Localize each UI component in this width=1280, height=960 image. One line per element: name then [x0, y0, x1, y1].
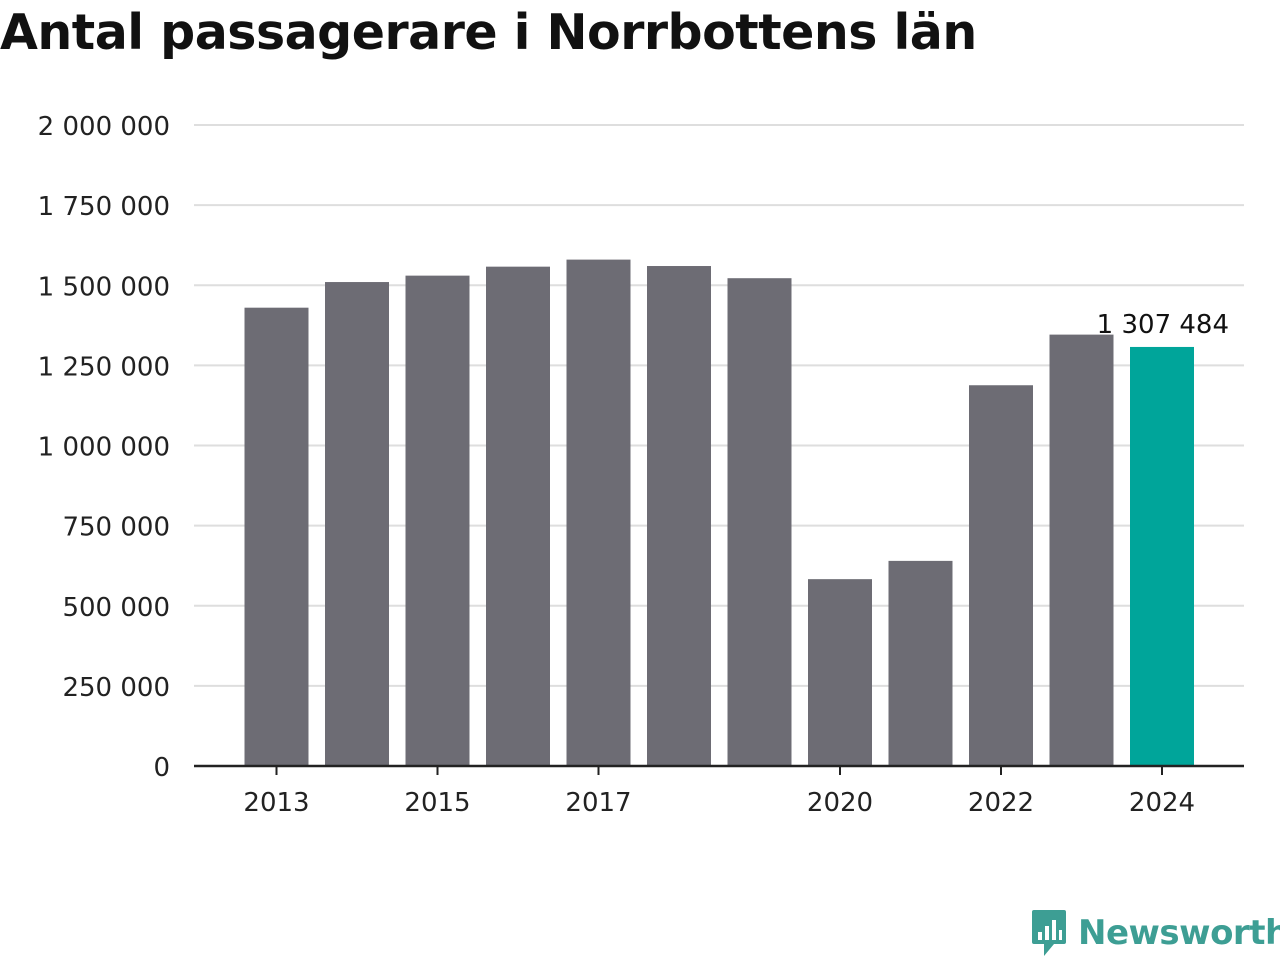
- x-tick-label: 2015: [404, 788, 470, 818]
- x-tick-label: 2022: [968, 788, 1034, 818]
- x-axis-tick-labels: 2013 2015 2017 2020 2022 2024: [243, 766, 1195, 818]
- x-tick-label: 2020: [807, 788, 873, 818]
- y-tick-label: 2 000 000: [38, 112, 170, 142]
- bar: [969, 385, 1033, 766]
- bar: [1049, 334, 1114, 766]
- y-tick-label: 500 000: [62, 593, 170, 623]
- y-tick-label: 1 500 000: [38, 272, 170, 302]
- annotations: 1 307 484: [1097, 310, 1229, 340]
- bar: [888, 560, 953, 766]
- x-tick-label: 2024: [1129, 788, 1195, 818]
- speech-bubble-bar-chart-icon: [1032, 910, 1066, 956]
- bar: [486, 266, 550, 766]
- y-axis-tick-labels: 0 250 000 500 000 750 000 1 000 000 1 250 000…: [38, 112, 170, 783]
- brand-name: Newsworthy: [1078, 913, 1280, 953]
- bar: [647, 266, 711, 766]
- y-tick-label: 0: [153, 753, 170, 783]
- bar: [727, 278, 792, 766]
- y-tick-label: 250 000: [62, 673, 170, 703]
- y-tick-label: 1 000 000: [38, 433, 170, 463]
- chart-title: Antal passagerare i Norrbottens län: [0, 4, 977, 61]
- bars: [244, 259, 1194, 766]
- bar: [405, 275, 470, 766]
- y-tick-label: 750 000: [62, 513, 170, 543]
- bar: [808, 579, 872, 766]
- bar-highlight: [1130, 346, 1194, 766]
- x-tick-label: 2017: [565, 788, 631, 818]
- x-tick-label: 2013: [243, 788, 309, 818]
- newsworthy-logo: Newsworthy: [1030, 908, 1280, 958]
- y-tick-label: 1 250 000: [38, 352, 170, 382]
- y-tick-label: 1 750 000: [38, 192, 170, 222]
- bar: [244, 307, 309, 766]
- bar: [566, 259, 631, 766]
- bar: [325, 282, 389, 766]
- data-label: 1 307 484: [1097, 310, 1229, 340]
